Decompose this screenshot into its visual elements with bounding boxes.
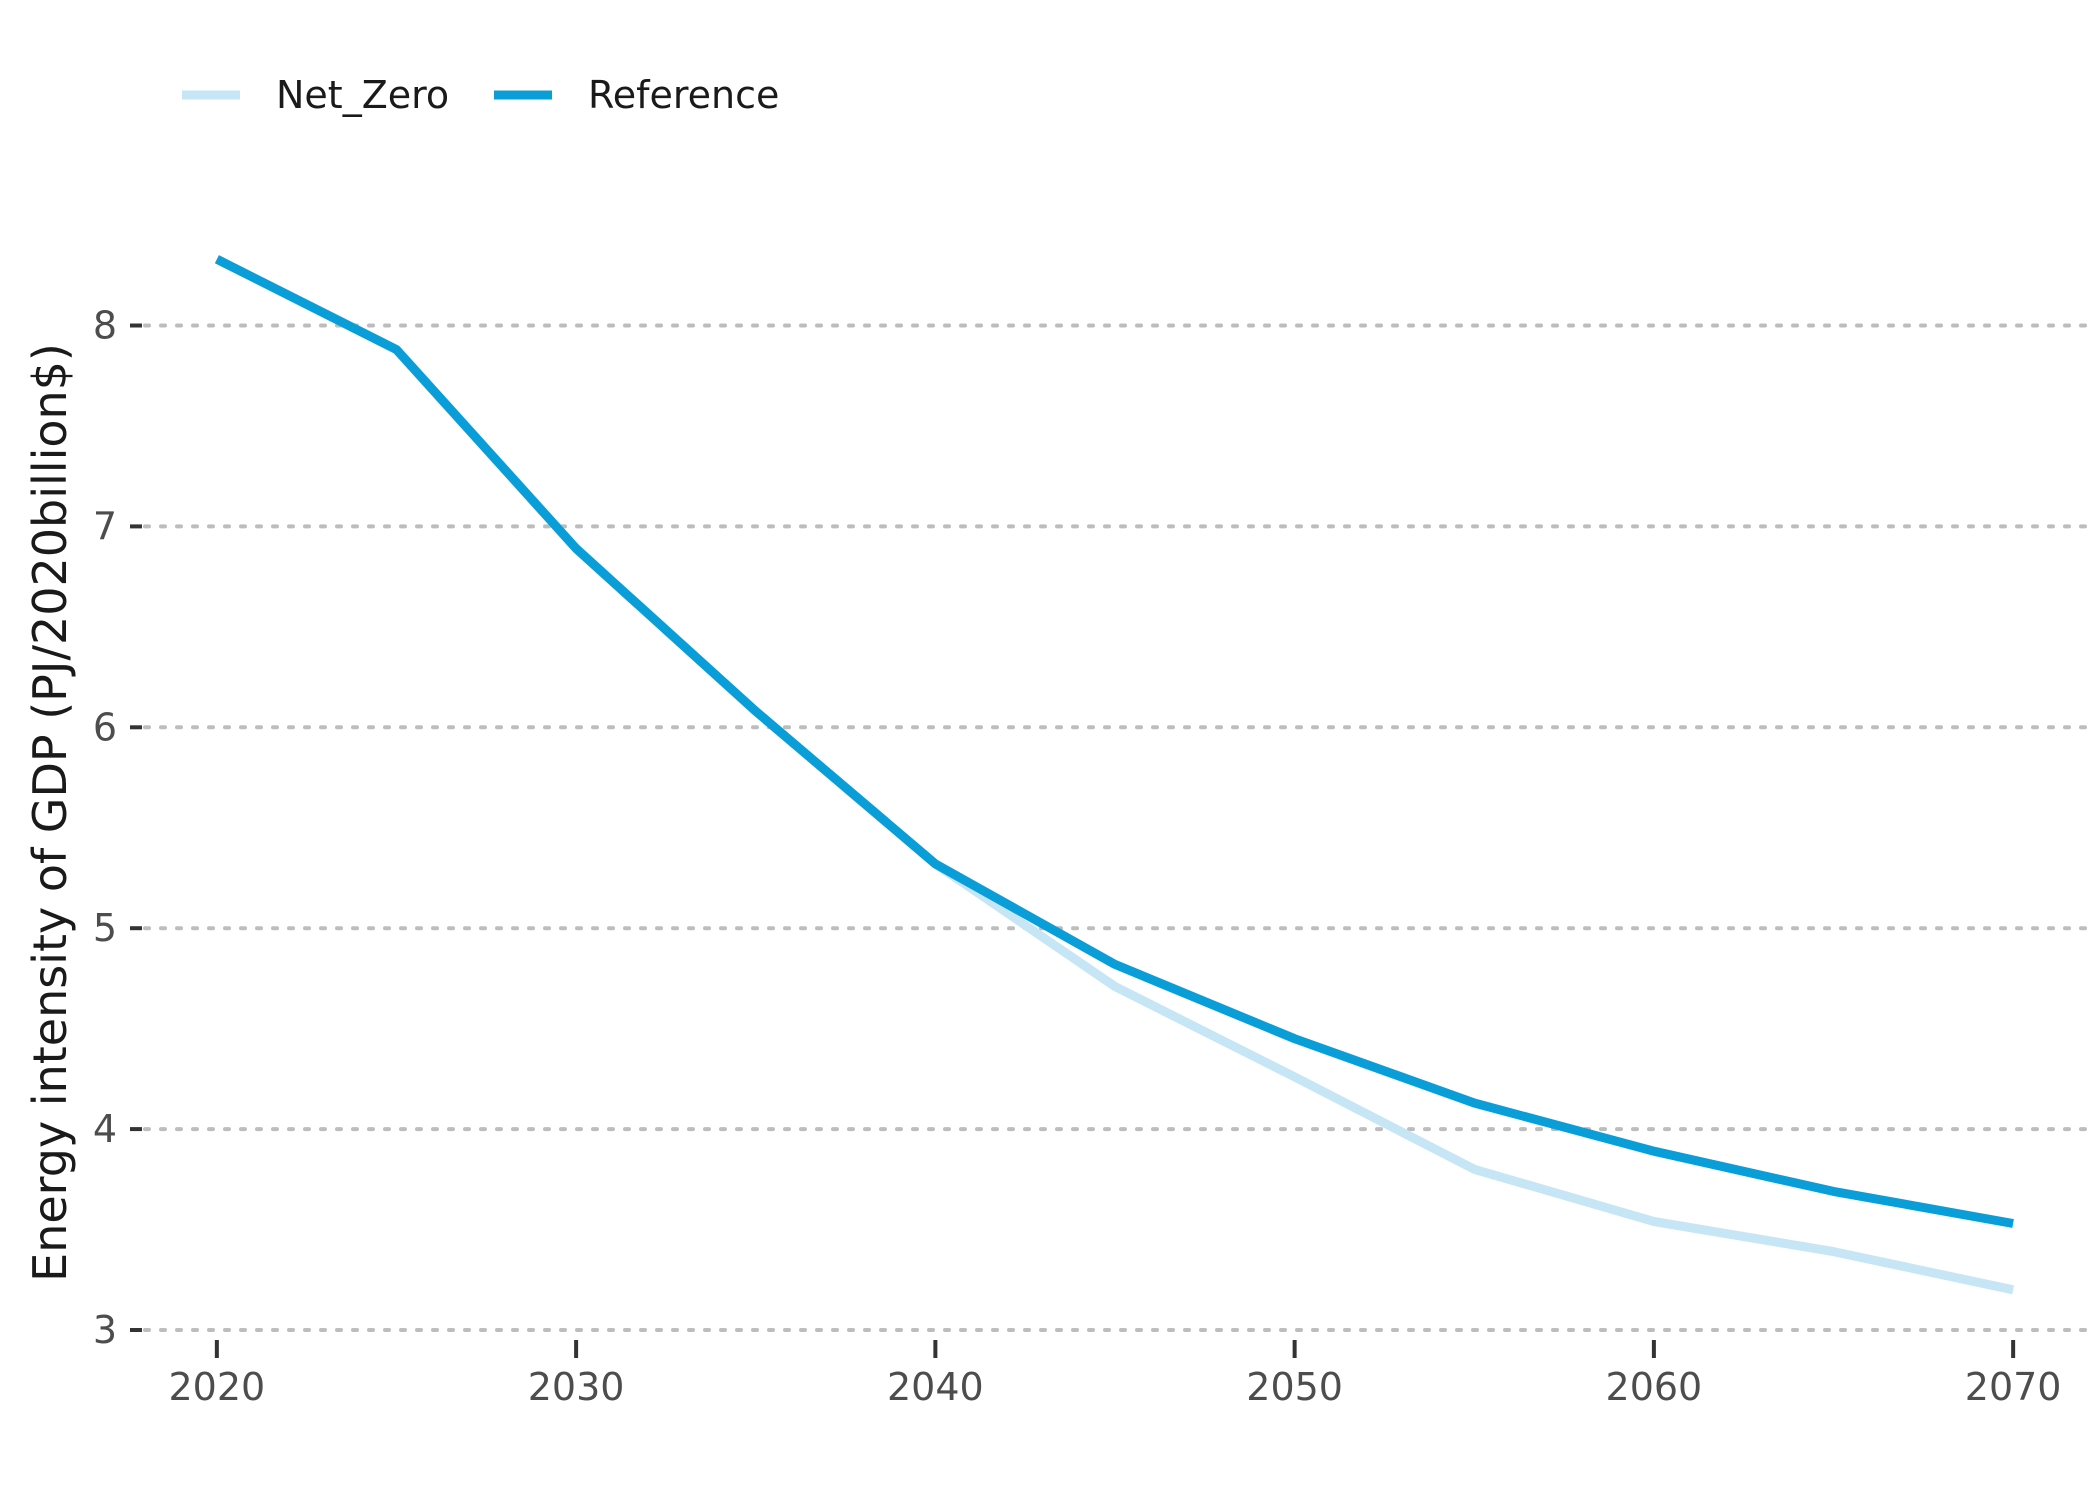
x-tick-label-2030: 2030 (528, 1365, 625, 1409)
series-lines (214, 255, 2015, 1295)
y-tick-label-6: 6 (93, 705, 117, 749)
x-tick-label-2060: 2060 (1606, 1365, 1703, 1409)
legend-label-net-zero: Net_Zero (276, 73, 449, 117)
x-tick-label-2050: 2050 (1246, 1365, 1343, 1409)
legend-label-reference: Reference (588, 73, 779, 117)
grid-lines (143, 323, 2087, 1332)
axes: 3 4 5 6 7 8 2020 2030 2040 2050 2060 2070 (93, 303, 2062, 1409)
y-tick-label-4: 4 (93, 1107, 117, 1151)
series-line-net-zero (214, 255, 2015, 1295)
y-tick-label-5: 5 (93, 906, 117, 950)
series-line-reference (214, 255, 2014, 1228)
x-tick-label-2070: 2070 (1965, 1365, 2062, 1409)
y-tick-label-8: 8 (93, 303, 117, 347)
x-tick-label-2040: 2040 (887, 1365, 984, 1409)
y-tick-label-3: 3 (93, 1308, 117, 1352)
x-tick-label-2020: 2020 (168, 1365, 265, 1409)
legend: Net_Zero Reference (182, 73, 779, 117)
y-tick-label-7: 7 (93, 504, 117, 548)
y-axis-title: Energy intensity of GDP (PJ/2020billion$… (23, 343, 77, 1282)
